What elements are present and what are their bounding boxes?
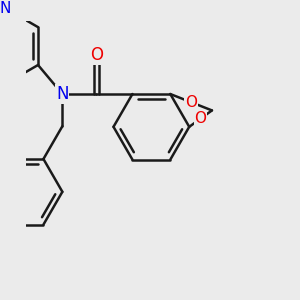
Text: N: N xyxy=(56,85,69,103)
Text: O: O xyxy=(185,95,197,110)
Text: O: O xyxy=(195,111,207,126)
Text: N: N xyxy=(0,1,11,16)
Text: O: O xyxy=(90,46,103,64)
